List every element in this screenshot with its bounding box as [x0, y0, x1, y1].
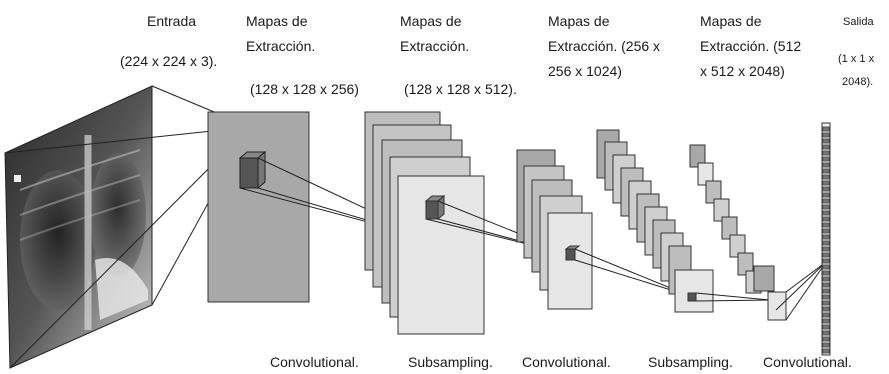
map3-title-a: Mapas de	[548, 13, 610, 29]
output-cell	[822, 294, 830, 300]
output-cell	[822, 240, 830, 246]
output-cell	[822, 270, 830, 276]
output-cell	[822, 222, 830, 228]
map1-title-a: Mapas de	[246, 13, 308, 29]
output-cell	[822, 252, 830, 258]
operation-label-2: Subsampling.	[408, 354, 493, 370]
output-cell	[822, 168, 830, 174]
output-cell	[822, 138, 830, 144]
xray-marker	[14, 175, 21, 182]
output-cell	[822, 264, 830, 270]
map4-title-b: Extracción. (512	[700, 38, 802, 54]
output-cell	[822, 300, 830, 306]
operation-label-1: Convolutional.	[270, 354, 359, 370]
output-cell	[822, 204, 830, 210]
map1-title-b: Extracción.	[246, 38, 316, 54]
output-cell	[822, 312, 830, 318]
output-cell	[822, 246, 830, 252]
output-cell	[822, 306, 830, 312]
input-title: Entrada	[147, 13, 197, 29]
feature-map-layer-2	[364, 111, 573, 335]
map2-title-a: Mapas de	[400, 13, 462, 29]
feature-map-layer-3	[516, 149, 691, 310]
output-title: Salida	[843, 16, 874, 28]
output-cell	[822, 336, 830, 342]
output-cell	[822, 186, 830, 192]
input-dims: (224 x 224 x 3).	[120, 53, 218, 69]
feature-map-layer-1	[207, 111, 429, 303]
output-cell	[822, 132, 830, 138]
chest-xray-image	[4, 85, 153, 369]
output-dims-b: 2048).	[842, 76, 874, 88]
feature-map-layer-4	[596, 129, 771, 313]
output-cell	[822, 198, 830, 204]
output-cell	[822, 318, 830, 324]
output-cell	[822, 144, 830, 150]
output-cell	[822, 348, 830, 354]
output-cell	[822, 156, 830, 162]
map3-title-b: Extracción. (256 x	[548, 38, 661, 54]
output-vector	[821, 122, 831, 356]
output-cell	[822, 216, 830, 222]
output-cell	[822, 174, 830, 180]
output-cell	[822, 288, 830, 294]
output-cell	[822, 258, 830, 264]
map3-dims: 256 x 1024)	[548, 63, 622, 79]
output-cell	[822, 210, 830, 216]
output-cell	[822, 234, 830, 240]
output-cell	[822, 324, 830, 330]
operation-label-4: Subsampling.	[648, 354, 733, 370]
output-cell	[822, 180, 830, 186]
output-cell	[822, 228, 830, 234]
output-cell	[822, 276, 830, 282]
output-dims-a: (1 x 1 x	[838, 53, 875, 65]
map1-dims: (128 x 128 x 256)	[250, 81, 359, 97]
operation-label-5: Convolutional.	[763, 354, 852, 370]
output-cell	[822, 192, 830, 198]
map4-title-a: Mapas de	[700, 13, 762, 29]
output-cell	[822, 126, 830, 132]
output-cell	[822, 150, 830, 156]
output-cell	[822, 330, 830, 336]
map2-dims: (128 x 128 x 512).	[404, 81, 517, 97]
feature-map-layer-5	[689, 144, 827, 321]
output-cell	[822, 282, 830, 288]
output-cell	[822, 162, 830, 168]
map2-title-b: Extracción.	[400, 38, 470, 54]
map4-dims: x 512 x 2048)	[700, 63, 785, 79]
output-cell	[822, 342, 830, 348]
operation-label-3: Convolutional.	[522, 354, 611, 370]
